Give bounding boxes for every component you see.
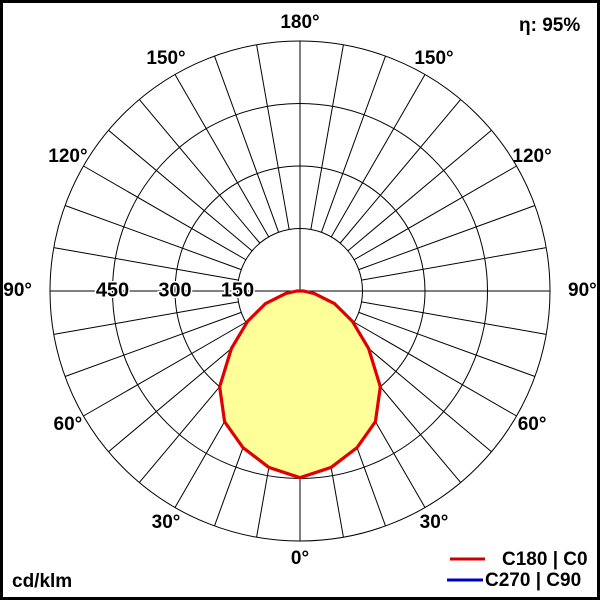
svg-text:30°: 30° bbox=[152, 512, 181, 533]
svg-text:60°: 60° bbox=[54, 414, 83, 435]
svg-text:150°: 150° bbox=[414, 48, 453, 69]
svg-text:450: 450 bbox=[96, 279, 129, 301]
svg-text:0°: 0° bbox=[291, 548, 309, 569]
svg-text:120°: 120° bbox=[512, 146, 551, 167]
svg-text:180°: 180° bbox=[280, 12, 319, 33]
svg-text:C270 | C90: C270 | C90 bbox=[485, 570, 581, 591]
svg-text:150: 150 bbox=[221, 279, 254, 301]
svg-text:60°: 60° bbox=[518, 414, 547, 435]
svg-text:150°: 150° bbox=[146, 48, 185, 69]
svg-text:η: 95%: η: 95% bbox=[519, 15, 580, 36]
svg-text:300: 300 bbox=[158, 279, 191, 301]
svg-text:cd/klm: cd/klm bbox=[12, 571, 72, 592]
svg-text:90°: 90° bbox=[568, 280, 597, 301]
svg-text:120°: 120° bbox=[48, 146, 87, 167]
svg-text:30°: 30° bbox=[420, 512, 449, 533]
svg-text:C180 | C0: C180 | C0 bbox=[502, 549, 588, 570]
svg-text:90°: 90° bbox=[3, 280, 32, 301]
